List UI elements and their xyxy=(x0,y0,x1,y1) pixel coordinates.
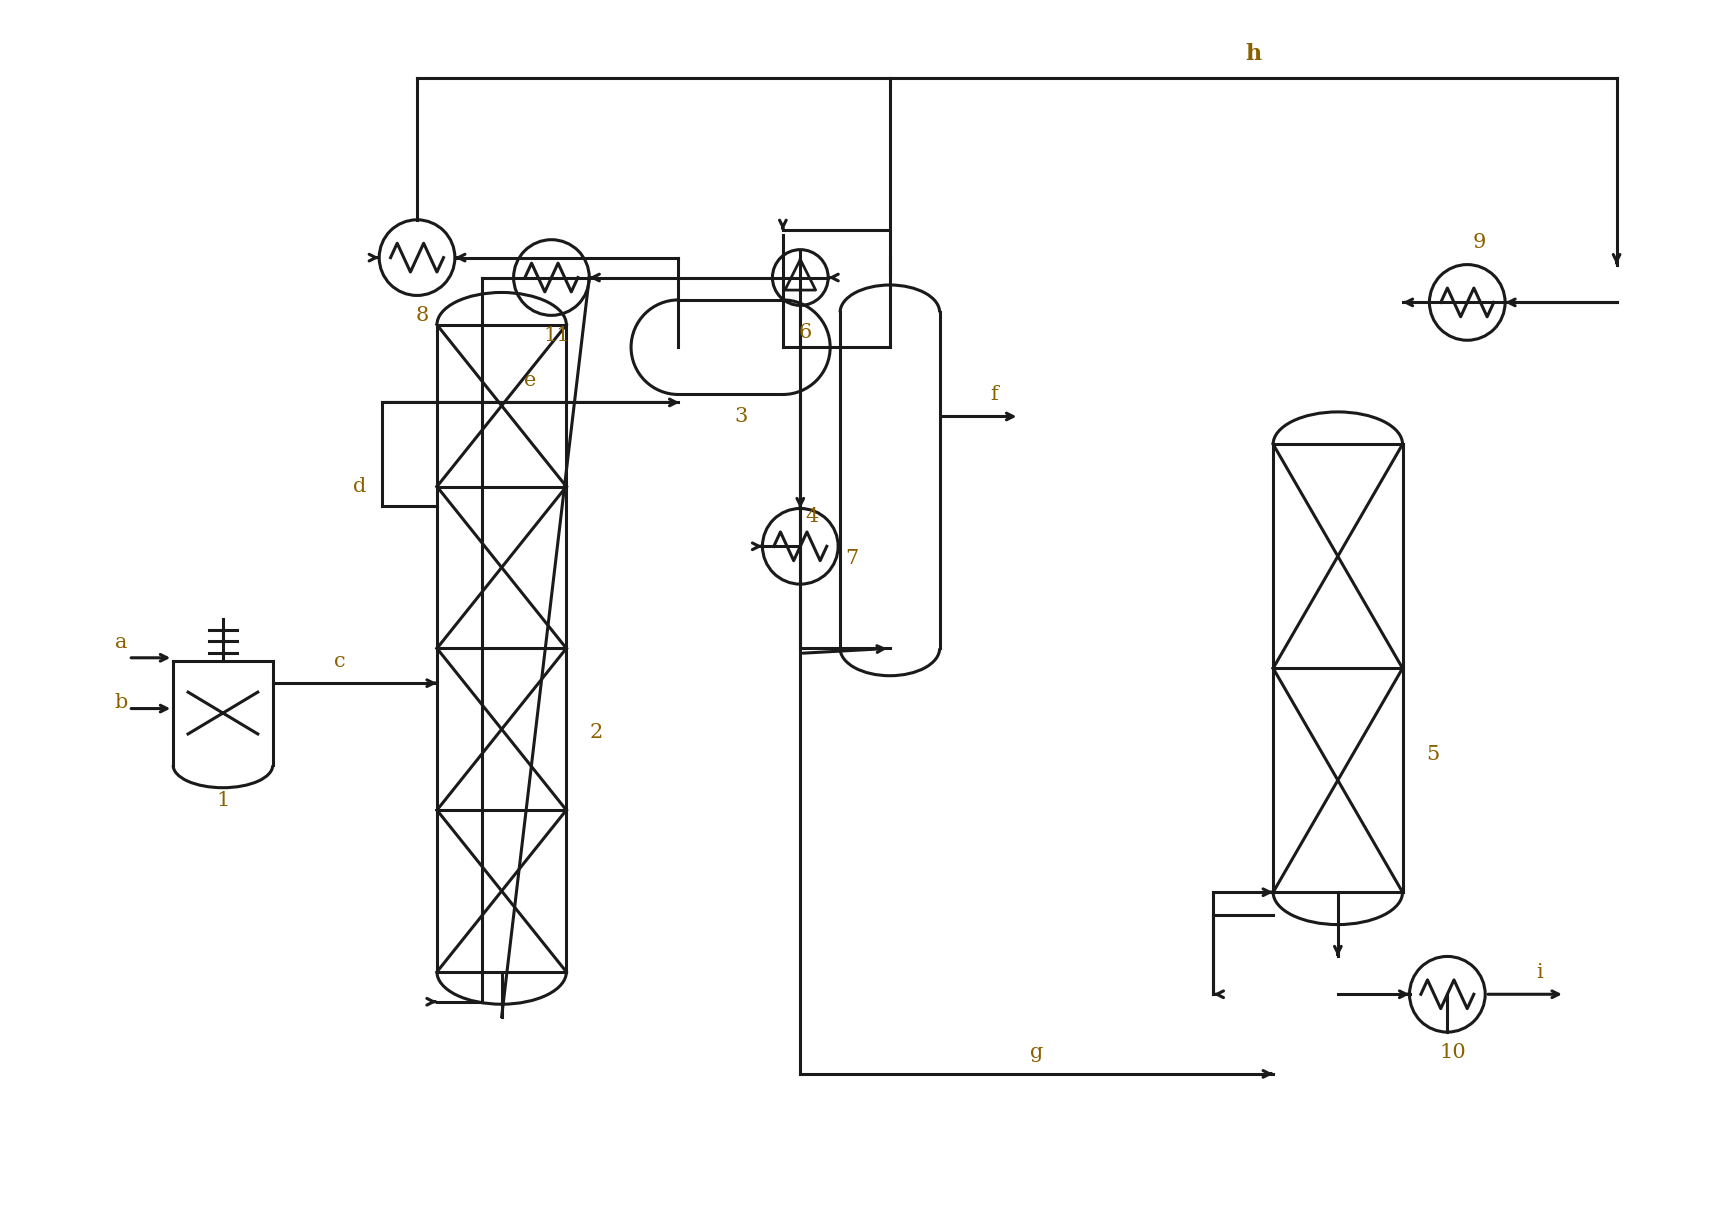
Text: c: c xyxy=(334,652,346,671)
Text: d: d xyxy=(353,477,365,495)
Text: 8: 8 xyxy=(415,305,429,325)
Text: 1: 1 xyxy=(216,791,230,809)
Text: 10: 10 xyxy=(1438,1042,1465,1062)
Text: 7: 7 xyxy=(844,549,858,568)
Text: e: e xyxy=(524,371,536,390)
Text: 11: 11 xyxy=(543,326,569,345)
Text: 9: 9 xyxy=(1472,233,1484,253)
Text: 6: 6 xyxy=(798,322,811,342)
Text: 3: 3 xyxy=(734,407,747,427)
Text: a: a xyxy=(116,634,128,652)
Text: 2: 2 xyxy=(590,723,602,742)
Text: 5: 5 xyxy=(1426,745,1438,764)
Text: 4: 4 xyxy=(804,508,818,526)
Text: b: b xyxy=(114,693,128,712)
Text: h: h xyxy=(1244,43,1261,65)
Text: g: g xyxy=(1029,1042,1043,1062)
Text: f: f xyxy=(990,385,998,405)
Text: i: i xyxy=(1536,962,1543,982)
